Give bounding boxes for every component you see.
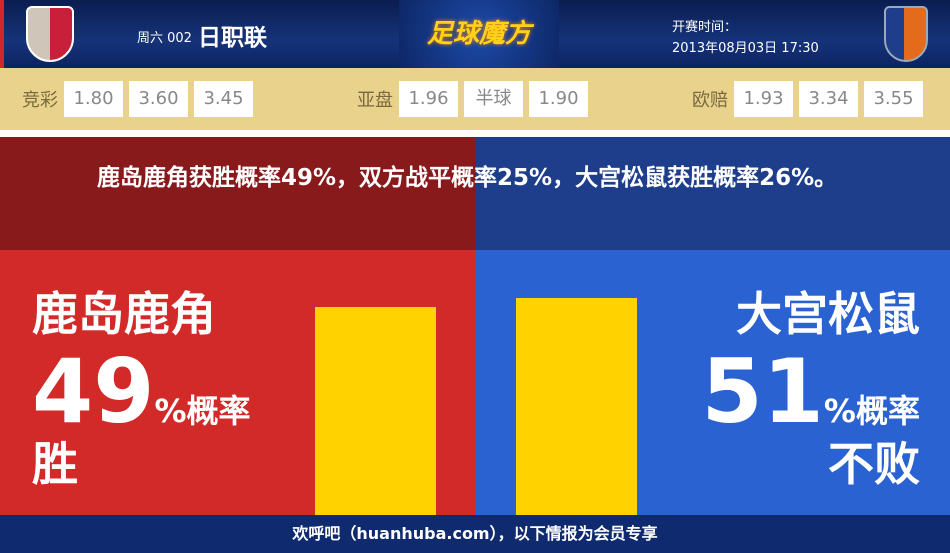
away-team-name: 大宫松鼠 (736, 287, 920, 341)
league-name: 日职联 (197, 25, 267, 51)
odds-label: 亚盘 (357, 90, 393, 111)
odds-ouzhi: 欧赔 1.93 3.34 3.55 (692, 81, 929, 117)
match-info: 周六 002 日职联 (137, 18, 267, 52)
odds-value: 1.90 (529, 81, 588, 117)
kickoff-time: 2013年08月03日 17:30 (672, 41, 819, 56)
home-percent-suffix: %概率 (154, 392, 251, 430)
odds-label: 竞彩 (22, 90, 58, 111)
odds-value: 3.60 (129, 81, 188, 117)
odds-value: 1.96 (399, 81, 458, 117)
odds-value: 半球 (464, 81, 523, 117)
away-team-logo-icon (884, 6, 928, 62)
away-percent-suffix: %概率 (823, 392, 920, 430)
away-probability-bar (516, 298, 637, 515)
summary-text: 鹿岛鹿角获胜概率49%，双方战平概率25%，大宫松鼠获胜概率26%。 (97, 165, 838, 191)
home-percent: 49%概率 (32, 340, 251, 443)
odds-label: 欧赔 (692, 90, 728, 111)
home-result: 胜 (32, 437, 78, 491)
probability-panel: 鹿岛鹿角 49%概率 胜 大宫松鼠 51%概率 不败 (0, 250, 950, 515)
odds-value: 3.45 (194, 81, 253, 117)
header: 周六 002 日职联 足球魔方 开赛时间： 2013年08月03日 17:30 (0, 0, 950, 68)
odds-value: 3.34 (799, 81, 858, 117)
away-percent: 51%概率 (701, 340, 920, 443)
odds-value: 3.55 (864, 81, 923, 117)
odds-jingcai: 竞彩 1.80 3.60 3.45 (22, 81, 259, 117)
day-code: 周六 002 (137, 31, 192, 46)
kickoff-label: 开赛时间： (672, 20, 738, 35)
odds-value: 1.93 (734, 81, 793, 117)
brand-logo: 足球魔方 (399, 0, 559, 68)
away-result: 不败 (828, 437, 920, 491)
home-percent-value: 49 (32, 340, 155, 443)
home-probability-bar (315, 306, 436, 515)
odds-value: 1.80 (64, 81, 123, 117)
summary-band: 鹿岛鹿角获胜概率49%，双方战平概率25%，大宫松鼠获胜概率26%。 (0, 137, 950, 250)
odds-yapan: 亚盘 1.96 半球 1.90 (357, 81, 594, 117)
odds-bar: 竞彩 1.80 3.60 3.45 亚盘 1.96 半球 1.90 欧赔 1.9… (0, 68, 950, 130)
home-team-logo-icon (26, 6, 74, 62)
home-team-name: 鹿岛鹿角 (32, 287, 216, 341)
away-percent-value: 51 (701, 340, 824, 443)
kickoff: 开赛时间： 2013年08月03日 17:30 (672, 17, 819, 59)
footer-banner[interactable]: 欢呼吧（huanhuba.com），以下情报为会员专享 (0, 515, 950, 553)
